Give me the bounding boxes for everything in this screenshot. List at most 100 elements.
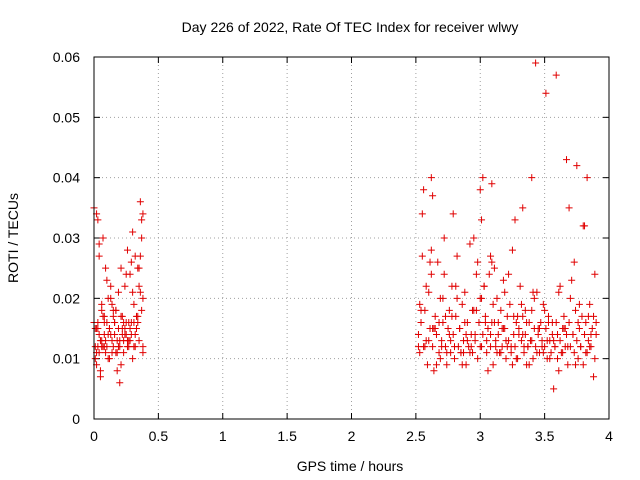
data-point bbox=[429, 325, 437, 332]
data-point bbox=[534, 325, 542, 332]
data-point bbox=[447, 337, 455, 345]
data-point bbox=[120, 318, 128, 326]
data-point bbox=[421, 343, 429, 351]
data-point bbox=[105, 325, 113, 332]
data-point bbox=[489, 361, 497, 369]
data-point bbox=[524, 343, 532, 351]
data-point bbox=[568, 276, 576, 284]
y-tick-label: 0.02 bbox=[53, 290, 80, 306]
data-point bbox=[98, 300, 106, 308]
data-point bbox=[581, 222, 589, 230]
data-point bbox=[591, 355, 599, 363]
x-tick-label: 0.5 bbox=[149, 428, 169, 444]
y-tick-label: 0.06 bbox=[53, 49, 80, 65]
data-point bbox=[91, 325, 99, 332]
data-point bbox=[554, 331, 561, 339]
data-point bbox=[569, 331, 577, 339]
data-point bbox=[417, 306, 425, 314]
data-point bbox=[505, 270, 513, 278]
data-point bbox=[135, 282, 143, 290]
data-point bbox=[570, 349, 578, 357]
data-point bbox=[582, 349, 590, 357]
data-point bbox=[515, 325, 523, 332]
data-point bbox=[136, 198, 144, 206]
data-point bbox=[519, 204, 527, 212]
data-point bbox=[489, 300, 497, 308]
data-point bbox=[552, 71, 560, 79]
data-point bbox=[417, 318, 425, 326]
data-point bbox=[474, 258, 482, 266]
data-point bbox=[584, 337, 592, 345]
data-point bbox=[543, 337, 551, 345]
data-point bbox=[547, 349, 555, 357]
data-point bbox=[512, 355, 520, 363]
data-point bbox=[113, 349, 121, 357]
data-point bbox=[463, 337, 471, 345]
data-point bbox=[117, 361, 125, 369]
data-point bbox=[445, 306, 453, 314]
data-point bbox=[556, 337, 564, 345]
data-point bbox=[479, 331, 487, 339]
data-point bbox=[452, 282, 460, 290]
data-point bbox=[472, 270, 480, 278]
data-point bbox=[525, 361, 533, 369]
data-point bbox=[529, 288, 537, 296]
data-point bbox=[130, 318, 138, 326]
data-point bbox=[476, 186, 484, 194]
data-point bbox=[96, 367, 104, 375]
data-point bbox=[135, 264, 143, 272]
data-point bbox=[590, 373, 598, 381]
data-point bbox=[438, 337, 446, 345]
data-point bbox=[563, 331, 571, 339]
data-point bbox=[98, 337, 106, 345]
data-point bbox=[460, 349, 468, 357]
x-tick-labels: 0 0.5 1 1.5 2 2.5 3 3.5 4 bbox=[90, 428, 613, 444]
data-point bbox=[497, 306, 505, 314]
data-point bbox=[539, 349, 547, 357]
data-point bbox=[507, 349, 515, 357]
data-point bbox=[418, 210, 426, 218]
data-point bbox=[572, 306, 580, 314]
data-point bbox=[432, 361, 440, 369]
data-point bbox=[461, 288, 469, 296]
data-point bbox=[134, 312, 142, 320]
data-point bbox=[130, 300, 138, 308]
y-tick-label: 0.03 bbox=[53, 230, 80, 246]
data-point bbox=[493, 349, 501, 357]
data-point bbox=[584, 312, 592, 320]
x-tick-label: 2 bbox=[348, 428, 356, 444]
data-point bbox=[109, 312, 117, 320]
y-axis-title: ROTI / TECUs bbox=[5, 193, 21, 283]
y-tick-label: 0.01 bbox=[53, 351, 80, 367]
data-point bbox=[517, 337, 525, 345]
data-point bbox=[574, 318, 582, 326]
data-point bbox=[114, 288, 122, 296]
data-point bbox=[429, 192, 437, 200]
data-point bbox=[139, 343, 147, 351]
data-point bbox=[573, 162, 581, 170]
data-point bbox=[431, 312, 439, 320]
data-point bbox=[113, 367, 121, 375]
data-point bbox=[575, 300, 583, 308]
data-point bbox=[427, 270, 435, 278]
data-point bbox=[467, 343, 475, 351]
data-points bbox=[90, 59, 600, 393]
data-point bbox=[121, 282, 129, 290]
data-point bbox=[114, 343, 122, 351]
x-tick-label: 1.5 bbox=[277, 428, 297, 444]
data-point bbox=[472, 306, 480, 314]
data-point bbox=[478, 294, 486, 302]
data-point bbox=[485, 270, 493, 278]
data-point bbox=[538, 343, 546, 351]
data-point bbox=[546, 355, 554, 363]
data-point bbox=[506, 300, 514, 308]
data-point bbox=[533, 349, 541, 357]
data-point bbox=[129, 355, 137, 363]
data-point bbox=[556, 282, 564, 290]
data-point bbox=[563, 156, 571, 164]
data-point bbox=[475, 318, 483, 326]
data-point bbox=[502, 337, 510, 345]
data-point bbox=[588, 325, 596, 332]
data-point bbox=[105, 355, 113, 363]
data-point bbox=[107, 331, 115, 339]
